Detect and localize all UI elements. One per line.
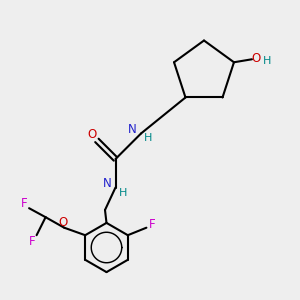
Text: N: N	[128, 123, 137, 136]
Text: F: F	[29, 235, 35, 248]
Text: F: F	[149, 218, 156, 231]
Text: O: O	[87, 128, 96, 141]
Text: N: N	[103, 177, 112, 190]
Text: F: F	[20, 197, 27, 210]
Text: O: O	[58, 216, 67, 229]
Text: H: H	[119, 188, 127, 198]
Text: O: O	[252, 52, 261, 65]
Text: H: H	[263, 56, 272, 66]
Text: H: H	[144, 133, 153, 143]
